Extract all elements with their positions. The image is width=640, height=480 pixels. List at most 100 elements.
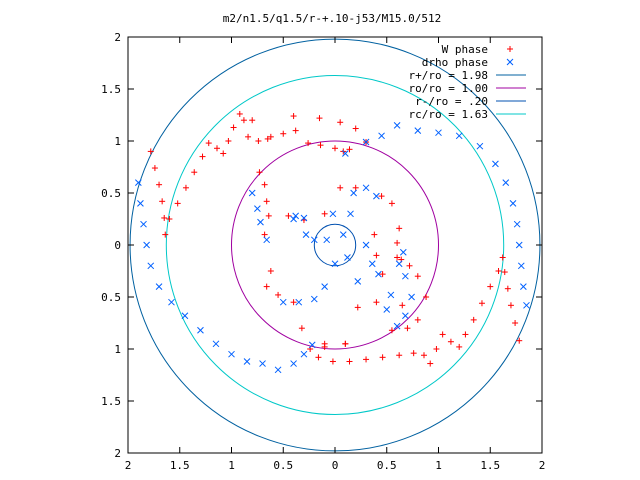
- drho-phase-point-22: [344, 254, 351, 261]
- drho-phase-point-44: [254, 205, 261, 212]
- drho-phase-point-17: [279, 298, 287, 306]
- w-phase-point-49: [399, 302, 406, 309]
- y-tick-label-4: 0: [114, 239, 121, 252]
- w-phase-point-11: [205, 140, 212, 147]
- drho-phase-point-24: [300, 214, 308, 222]
- drho-phase-point-28: [339, 231, 347, 238]
- w-phase-point-13: [220, 150, 227, 157]
- drho-phase-point-26: [310, 236, 318, 244]
- circle-1: [231, 140, 439, 350]
- drho-phase-point-38: [395, 260, 403, 268]
- w-phase-point-55: [290, 299, 297, 306]
- x-tick-label-4: 0: [332, 459, 339, 472]
- w-phase-point-4: [161, 214, 168, 221]
- drho-phase-point-15: [300, 350, 308, 358]
- circle-2: [313, 223, 357, 267]
- w-phase-point-57: [267, 268, 274, 274]
- drho-phase-point-29: [347, 210, 354, 218]
- drho-phase-point-0: [134, 179, 142, 186]
- w-phase-point-61: [512, 320, 519, 326]
- w-phase-point-42: [337, 184, 344, 191]
- legend-label-4: r-/ro = .20: [415, 95, 488, 108]
- drho-phase-point-31: [362, 184, 370, 192]
- x-tick-label-7: 1.5: [480, 459, 500, 472]
- drho-phase-point-16: [308, 341, 316, 349]
- drho-phase-point-37: [383, 306, 391, 313]
- w-phase-point-7: [174, 200, 181, 207]
- x-tick-label-8: 2: [539, 459, 546, 472]
- w-phase-point-74: [433, 346, 440, 352]
- drho-phase-point-6: [168, 298, 175, 306]
- legend-label-2: r+/ro = 1.98: [409, 69, 488, 82]
- drho-phase-point-56: [513, 220, 521, 228]
- drho-phase-point-30: [350, 189, 357, 197]
- w-phase-point-51: [354, 304, 361, 311]
- w-phase-point-50: [373, 299, 380, 306]
- circle-3: [165, 74, 505, 416]
- drho-phase-point-21: [331, 260, 339, 268]
- y-tick-label-6: 1: [114, 135, 121, 148]
- legend-label-0: W phase: [442, 43, 488, 56]
- w-phase-point-25: [332, 145, 338, 152]
- y-tick-label-8: 2: [114, 31, 121, 44]
- drho-phase-point-23: [302, 231, 310, 238]
- drho-phase-point-46: [263, 236, 271, 244]
- w-phase-point-71: [456, 343, 463, 350]
- drho-phase-point-27: [323, 236, 331, 244]
- w-phase-point-5: [162, 231, 169, 238]
- drho-phase-point-64: [399, 248, 407, 256]
- w-phase-point-95: [396, 225, 403, 232]
- drho-phase-point-1: [137, 200, 144, 207]
- drho-phase-point-10: [228, 350, 235, 358]
- drho-phase-point-55: [509, 200, 517, 207]
- w-phase-point-86: [342, 340, 349, 347]
- y-tick-label-2: 1: [114, 343, 121, 356]
- w-phase-point-96: [388, 200, 395, 207]
- drho-phase-point-49: [414, 127, 422, 134]
- w-phase-point-45: [371, 231, 378, 238]
- drho-phase-point-42: [393, 322, 401, 330]
- w-phase-point-30: [337, 119, 344, 126]
- w-phase-point-39: [285, 212, 292, 219]
- x-tick-label-6: 1: [435, 459, 442, 472]
- w-phase-point-37: [263, 198, 270, 205]
- drho-phase-point-4: [147, 262, 155, 270]
- w-phase-point-79: [379, 354, 386, 361]
- legend-marker-0: [507, 46, 513, 52]
- drho-phase-point-39: [402, 272, 409, 280]
- drho-phase-point-32: [373, 192, 380, 200]
- w-phase-point-80: [363, 356, 370, 363]
- w-phase-point-48: [394, 254, 401, 261]
- w-phase-point-31: [316, 115, 323, 122]
- x-tick-label-2: 1: [228, 459, 235, 472]
- w-phase-point-41: [321, 210, 328, 217]
- x-tick-label-1: 1.5: [170, 459, 190, 472]
- drho-phase-point-35: [375, 270, 382, 278]
- drho-phase-point-51: [455, 132, 463, 140]
- drho-phase-point-61: [362, 138, 370, 146]
- w-phase-point-64: [501, 269, 508, 276]
- w-phase-point-29: [352, 125, 359, 132]
- drho-phase-point-63: [290, 215, 297, 223]
- w-phase-point-76: [421, 352, 428, 359]
- drho-phase-point-20: [321, 283, 329, 290]
- w-phase-point-60: [516, 337, 523, 344]
- chart-title: m2/n1.5/q1.5/r-+.10-j53/M15.0/512: [223, 12, 442, 25]
- drho-phase-point-33: [362, 241, 370, 249]
- x-tick-label-5: 0.5: [377, 459, 397, 472]
- w-phase-point-15: [230, 124, 237, 131]
- drho-phase-point-57: [515, 241, 523, 249]
- legend-label-1: drho phase: [422, 56, 488, 69]
- drho-phase-point-5: [155, 283, 163, 290]
- legend-label-3: ro/ro = 1.00: [409, 82, 488, 95]
- w-phase-point-17: [240, 117, 247, 124]
- w-phase-point-9: [191, 169, 198, 176]
- drho-phase-point-2: [140, 220, 147, 228]
- y-tick-label-0: 2: [114, 447, 121, 460]
- y-tick-label-7: 1.5: [101, 83, 121, 96]
- w-phase-point-33: [264, 135, 271, 142]
- drho-phase-point-19: [310, 295, 318, 303]
- drho-phase-point-43: [248, 189, 256, 197]
- w-phase-point-66: [495, 268, 502, 274]
- drho-phase-point-65: [354, 278, 362, 285]
